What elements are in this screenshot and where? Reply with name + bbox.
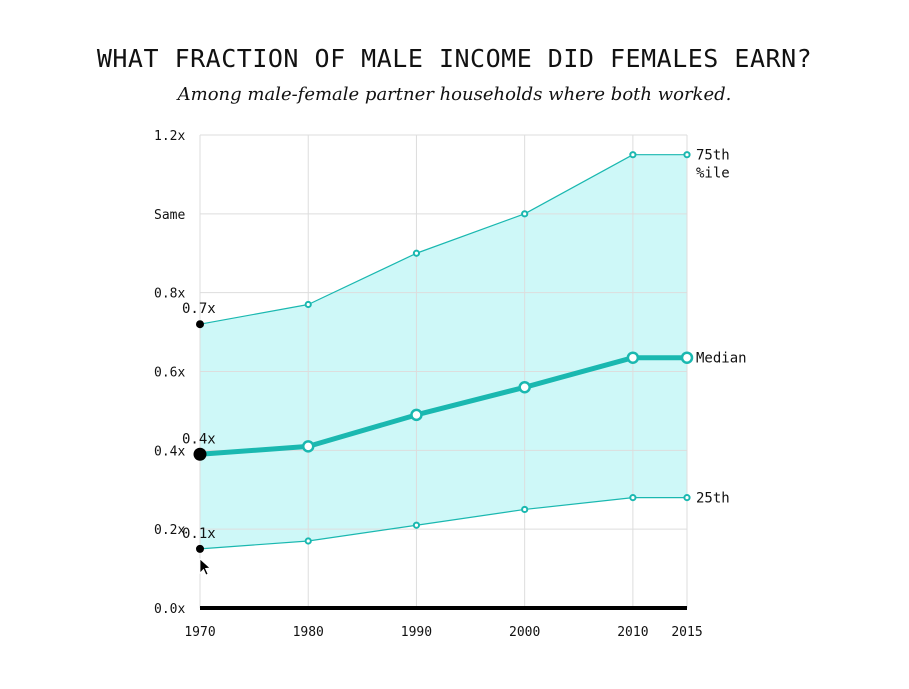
x-tick-label: 2015 (671, 625, 702, 640)
series-label: Median (696, 351, 747, 367)
series-point (304, 300, 312, 309)
series-start-label: 0.1x (182, 526, 216, 542)
x-tick-label: 1990 (401, 625, 432, 640)
series-line (199, 154, 687, 325)
y-tick-label: Same (154, 208, 185, 223)
x-tick-label: 2000 (509, 625, 540, 640)
series-start-point (196, 320, 204, 329)
x-tick-label: 2010 (617, 625, 648, 640)
series-point (629, 494, 637, 502)
series-point (683, 151, 691, 159)
series-start-point (193, 447, 207, 461)
y-tick-label: 0.2x (154, 523, 185, 538)
series-label: 25th (696, 491, 730, 507)
x-tick-label: 1980 (293, 625, 324, 640)
chart-title: WHAT FRACTION OF MALE INCOME DID FEMALES… (96, 44, 813, 73)
series-point (680, 351, 694, 364)
series-label: 75th (696, 148, 730, 164)
series-point (412, 521, 421, 529)
series-point (518, 381, 531, 394)
series-point (304, 537, 312, 545)
series-start-label: 0.4x (182, 431, 216, 447)
series-point (521, 210, 529, 218)
y-tick-label: 0.4x (154, 444, 185, 459)
series-start-point (196, 544, 204, 553)
series-point (629, 151, 637, 159)
series-point (301, 440, 315, 453)
y-tick-label: 0.8x (154, 287, 185, 302)
series-point (412, 249, 421, 257)
series-point (626, 351, 640, 364)
series-label: %ile (696, 166, 730, 182)
series-point (683, 494, 691, 502)
mouse-cursor-icon (199, 558, 211, 576)
chart-subtitle: Among male-female partner households whe… (177, 84, 732, 105)
series-point (521, 505, 529, 514)
y-tick-label: 0.0x (154, 602, 185, 617)
y-tick-label: 1.2x (154, 129, 185, 144)
series-point (410, 408, 423, 422)
series-line (199, 355, 687, 457)
series-start-label: 0.7x (182, 301, 216, 317)
y-tick-label: 0.6x (154, 366, 185, 381)
series-line (199, 497, 687, 550)
x-tick-label: 1970 (184, 625, 215, 640)
